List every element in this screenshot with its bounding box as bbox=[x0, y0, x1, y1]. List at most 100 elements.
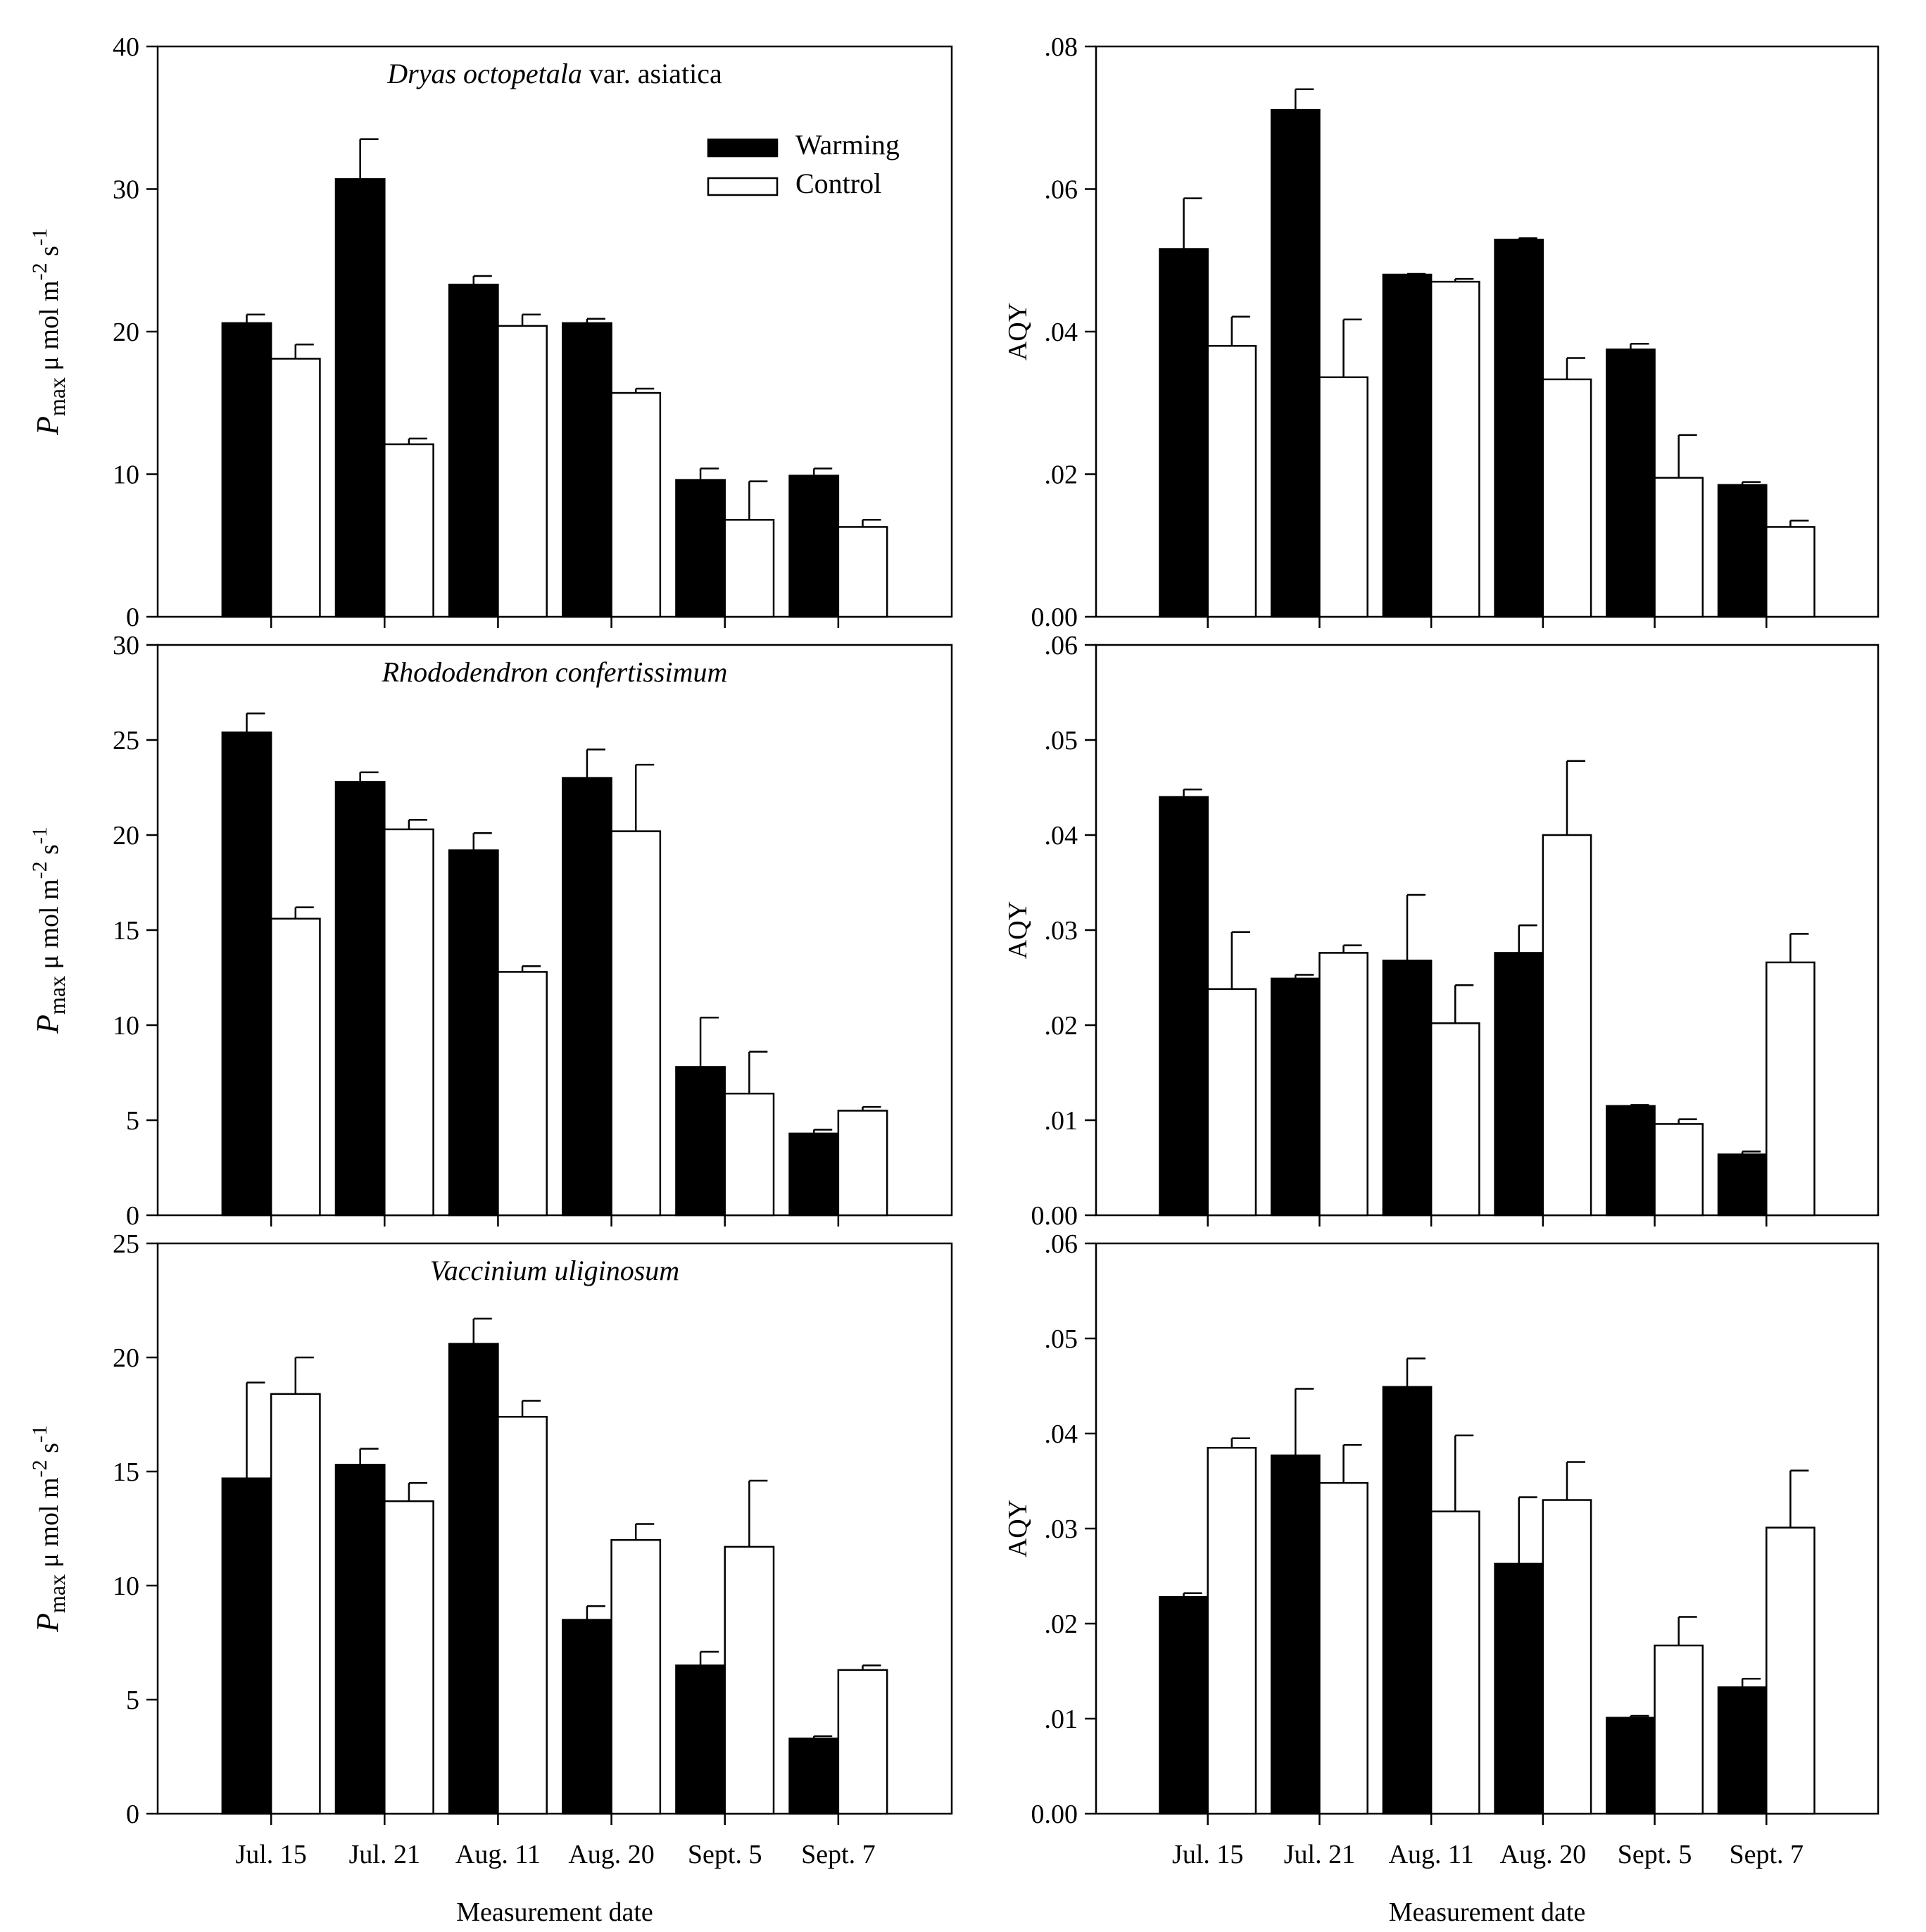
panel-aqy-rhododendron: 0.00 .01 .02 .03 .04 .05 .06 AQY bbox=[1003, 631, 1880, 1231]
x-tick-label: Aug. 11 bbox=[1389, 1840, 1474, 1869]
y-tick-label: 5 bbox=[126, 1106, 139, 1136]
bar-warming bbox=[1606, 349, 1656, 618]
x-tick-label: Aug. 11 bbox=[455, 1840, 541, 1869]
bar-warming bbox=[334, 178, 386, 618]
legend-swatch-control bbox=[707, 177, 779, 196]
bar-warming bbox=[221, 731, 272, 1217]
bar-control bbox=[724, 1092, 775, 1217]
bar-warming bbox=[1270, 977, 1321, 1217]
bar-control bbox=[1430, 1510, 1480, 1815]
bar-control bbox=[384, 1500, 434, 1815]
x-tick-label: Sept. 5 bbox=[1618, 1840, 1692, 1869]
bar-control bbox=[1766, 526, 1815, 618]
x-tick-label: Aug. 20 bbox=[1500, 1840, 1586, 1869]
bar-warming bbox=[334, 781, 386, 1217]
y-tick-label: .06 bbox=[1045, 175, 1078, 205]
y-tick-label: .02 bbox=[1045, 460, 1078, 490]
bar-control bbox=[610, 830, 662, 1217]
y-axis-title: AQY bbox=[1003, 901, 1033, 959]
x-tick-label: Jul. 15 bbox=[1172, 1840, 1243, 1869]
y-tick-label: .04 bbox=[1045, 318, 1078, 347]
bar-warming bbox=[1717, 484, 1768, 618]
y-tick-label: 10 bbox=[113, 1011, 139, 1041]
x-tick-label: Jul. 21 bbox=[349, 1840, 420, 1869]
bar-control bbox=[1318, 952, 1368, 1217]
bar-control bbox=[724, 519, 775, 618]
bar-warming bbox=[448, 1343, 499, 1815]
bar-warming bbox=[675, 1664, 726, 1815]
bar-control bbox=[1766, 961, 1815, 1217]
legend-label-warming: Warming bbox=[795, 129, 900, 161]
panel-pmax-rhododendron: 0 5 10 15 20 25 30 Rhododendron confertissimum P… bbox=[28, 631, 953, 1231]
bar-control bbox=[497, 971, 548, 1217]
y-tick-label: .04 bbox=[1045, 821, 1078, 851]
legend-swatch-warming bbox=[707, 138, 779, 158]
bar-warming bbox=[448, 849, 499, 1217]
y-tick-label: .01 bbox=[1045, 1106, 1078, 1136]
bar-control bbox=[1542, 1499, 1592, 1815]
y-tick-label: .08 bbox=[1045, 32, 1078, 62]
panel-title: Vaccinium uliginosum bbox=[430, 1255, 679, 1286]
bar-warming bbox=[788, 1737, 840, 1815]
y-axis-title: Pmax μ mol m-2 s-1 bbox=[28, 1425, 70, 1633]
bar-control bbox=[384, 443, 434, 618]
y-tick-label: 25 bbox=[113, 726, 139, 755]
x-tick-label: Sept. 5 bbox=[688, 1840, 762, 1869]
bar-control bbox=[1766, 1526, 1815, 1815]
bar-warming bbox=[1382, 273, 1433, 618]
bar-warming bbox=[221, 1477, 272, 1815]
y-tick-label: 0.00 bbox=[1031, 1201, 1078, 1231]
bar-warming bbox=[1270, 108, 1321, 618]
bar-control bbox=[1207, 345, 1257, 618]
bar-control bbox=[1318, 376, 1368, 618]
bar-control bbox=[1430, 280, 1480, 618]
bar-control bbox=[1654, 1644, 1704, 1815]
panel-aqy-dryas: 0.00 .02 .04 .06 .08 AQY bbox=[1003, 32, 1880, 632]
bar-control bbox=[610, 391, 662, 618]
bar-warming bbox=[1494, 239, 1544, 618]
panel-title: Rhododendron confertissimum bbox=[382, 656, 728, 688]
bar-control bbox=[270, 358, 321, 618]
bar-warming bbox=[788, 1132, 840, 1217]
panel-pmax-vaccinium: 0 5 10 15 20 25 Jul. 15 Jul. 21 Aug. 11 Aug. 20 Se… bbox=[28, 1229, 953, 1927]
y-tick-label: .02 bbox=[1045, 1011, 1078, 1041]
bar-control bbox=[1542, 378, 1592, 618]
x-tick-label: Jul. 21 bbox=[1284, 1840, 1355, 1869]
plot-frame bbox=[156, 1242, 953, 1815]
bar-warming bbox=[1717, 1153, 1768, 1217]
y-axis-title: Pmax μ mol m-2 s-1 bbox=[28, 827, 70, 1034]
bar-warming bbox=[562, 777, 612, 1217]
y-tick-label: .03 bbox=[1045, 1514, 1078, 1544]
x-tick-label: Sept. 7 bbox=[1730, 1840, 1804, 1869]
y-tick-label: 30 bbox=[113, 631, 139, 660]
bar-control bbox=[724, 1545, 775, 1815]
y-axis-title: AQY bbox=[1003, 1500, 1033, 1557]
bar-warming bbox=[1606, 1717, 1656, 1815]
bar-control bbox=[497, 1415, 548, 1815]
y-tick-label: .06 bbox=[1045, 631, 1078, 660]
bar-control bbox=[1654, 1123, 1704, 1217]
x-tick-label: Sept. 7 bbox=[801, 1840, 876, 1869]
y-tick-label: 0.00 bbox=[1031, 603, 1078, 632]
bar-control bbox=[837, 1110, 888, 1217]
y-tick-label: 10 bbox=[113, 460, 139, 490]
bar-control bbox=[837, 1669, 888, 1815]
x-tick-label: Aug. 20 bbox=[568, 1840, 654, 1869]
bar-control bbox=[384, 828, 434, 1217]
y-axis-title: Pmax μ mol m-2 s-1 bbox=[28, 228, 70, 436]
bar-control bbox=[1207, 1447, 1257, 1815]
bar-warming bbox=[1159, 1595, 1209, 1815]
bar-warming bbox=[1270, 1454, 1321, 1815]
bar-warming bbox=[1606, 1105, 1656, 1217]
bar-warming bbox=[562, 1619, 612, 1815]
bar-control bbox=[270, 917, 321, 1217]
y-tick-label: 40 bbox=[113, 32, 139, 62]
y-axis-title: AQY bbox=[1003, 303, 1033, 360]
legend: Warming Control bbox=[707, 129, 900, 199]
legend-label-control: Control bbox=[795, 168, 881, 199]
bar-control bbox=[1207, 988, 1257, 1217]
bar-warming bbox=[221, 322, 272, 618]
y-tick-label: 25 bbox=[113, 1229, 139, 1259]
y-tick-label: 0 bbox=[126, 603, 139, 632]
